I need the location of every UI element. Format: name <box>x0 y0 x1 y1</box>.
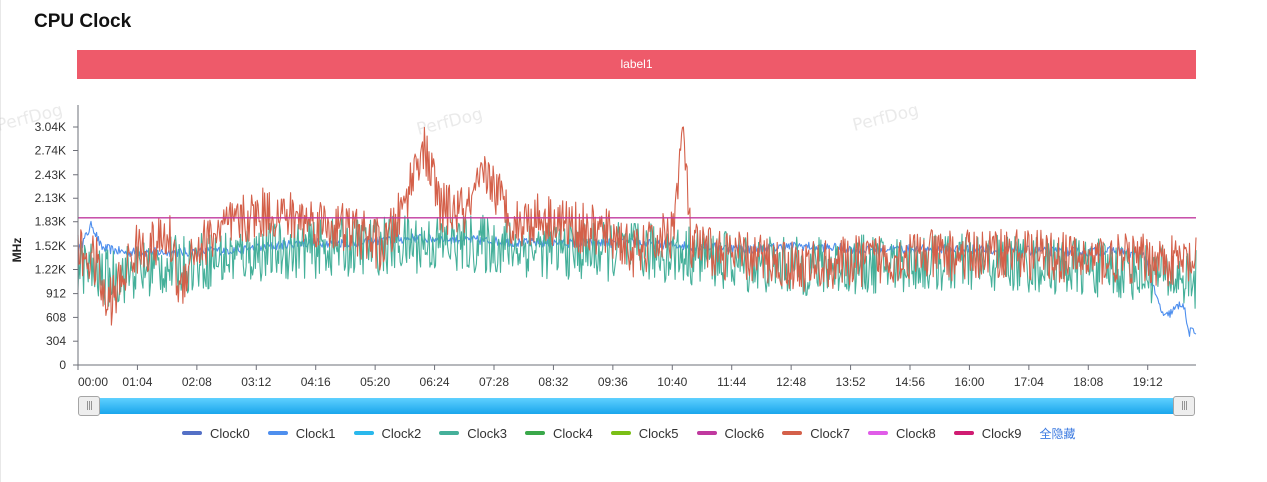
x-tick-label: 10:40 <box>657 375 687 389</box>
chart-legend: Clock0 Clock1 Clock2 Clock3 Clock4 Clock5 Cloc… <box>182 424 1076 442</box>
legend-label: Clock3 <box>467 425 507 441</box>
legend-item-clock5[interactable]: Clock5 <box>610 425 679 441</box>
x-tick-label: 07:28 <box>479 375 509 389</box>
grip-icon: ||| <box>1180 401 1188 411</box>
x-tick-label: 18:08 <box>1073 375 1103 389</box>
legend-item-clock8[interactable]: Clock8 <box>868 426 936 441</box>
legend-swatch <box>610 431 631 435</box>
y-tick-label: 2.74K <box>35 143 66 157</box>
x-tick-label: 14:56 <box>895 375 925 389</box>
zoom-slider-track[interactable] <box>78 398 1195 414</box>
legend-label: Clock2 <box>381 425 422 441</box>
legend-item-clock2[interactable]: Clock2 <box>353 425 422 441</box>
x-tick-label: 09:36 <box>598 375 628 389</box>
legend-label: Clock0 <box>210 425 250 441</box>
y-tick-label: 608 <box>46 310 66 324</box>
legend-swatch <box>182 431 202 435</box>
zoom-slider-end-handle[interactable]: ||| <box>1173 396 1195 416</box>
y-tick-label: 2.13K <box>35 191 66 205</box>
x-tick-label: 02:08 <box>182 375 212 389</box>
x-tick-label: 03:12 <box>241 375 271 389</box>
legend-label: Clock5 <box>638 425 679 441</box>
series-line-clock7 <box>77 126 1197 326</box>
legend-label: Clock1 <box>295 425 336 441</box>
legend-swatch <box>953 431 974 435</box>
y-tick-label: 3.04K <box>35 120 66 134</box>
x-tick-label: 12:48 <box>776 375 806 389</box>
y-axis-label: MHz <box>10 238 24 263</box>
y-tick-label: 1.52K <box>35 239 66 253</box>
x-tick-label: 16:00 <box>954 375 984 389</box>
legend-label: Clock7 <box>810 425 850 441</box>
legend-label: Clock8 <box>896 425 936 441</box>
zoom-slider[interactable]: ||| ||| <box>78 396 1195 416</box>
y-tick-label: 304 <box>46 334 66 348</box>
grip-icon: ||| <box>85 401 93 411</box>
x-tick-label: 13:52 <box>836 375 866 389</box>
legend-item-clock6[interactable]: Clock6 <box>696 425 765 441</box>
y-tick-label: 2.43K <box>35 168 66 182</box>
legend-item-clock9[interactable]: Clock9 <box>953 425 1022 441</box>
legend-item-clock3[interactable]: Clock3 <box>439 426 507 441</box>
legend-label: Clock4 <box>553 425 593 441</box>
legend-swatch <box>782 431 803 435</box>
legend-swatch <box>525 431 545 435</box>
legend-swatch <box>868 431 888 435</box>
x-tick-label: 17:04 <box>1014 375 1044 389</box>
legend-item-clock0[interactable]: Clock0 <box>182 426 250 441</box>
page-title: CPU Clock <box>34 11 132 32</box>
x-tick-label: 05:20 <box>360 375 390 389</box>
legend-item-clock4[interactable]: Clock4 <box>525 426 593 441</box>
x-tick-label: 06:24 <box>420 375 450 389</box>
y-tick-label: 1.83K <box>35 215 66 229</box>
y-tick-label: 0 <box>59 358 66 372</box>
legend-swatch <box>439 431 460 435</box>
legend-item-clock1[interactable]: Clock1 <box>267 425 336 441</box>
y-tick-label: 912 <box>46 287 66 301</box>
legend-swatch <box>267 431 288 435</box>
x-tick-label: 08:32 <box>538 375 568 389</box>
hide-all-button[interactable]: 全隐藏 <box>1039 426 1076 441</box>
x-tick-label: 04:16 <box>301 375 331 389</box>
legend-label: Clock9 <box>981 425 1022 441</box>
x-tick-label: 00:00 <box>78 375 108 389</box>
x-tick-label: 01:04 <box>122 375 152 389</box>
label-bar: label1 <box>77 50 1196 79</box>
legend-swatch <box>696 431 717 435</box>
zoom-slider-start-handle[interactable]: ||| <box>78 396 100 416</box>
label-bar-text: label1 <box>620 57 653 71</box>
page-left-border <box>0 0 1 482</box>
legend-swatch <box>353 431 374 435</box>
legend-label: Clock6 <box>724 425 765 441</box>
legend-item-clock7[interactable]: Clock7 <box>782 426 850 441</box>
y-tick-label: 1.22K <box>35 262 66 276</box>
x-tick-label: 11:44 <box>717 375 746 389</box>
x-tick-label: 19:12 <box>1133 375 1163 389</box>
series-line-clock3 <box>77 214 1197 309</box>
